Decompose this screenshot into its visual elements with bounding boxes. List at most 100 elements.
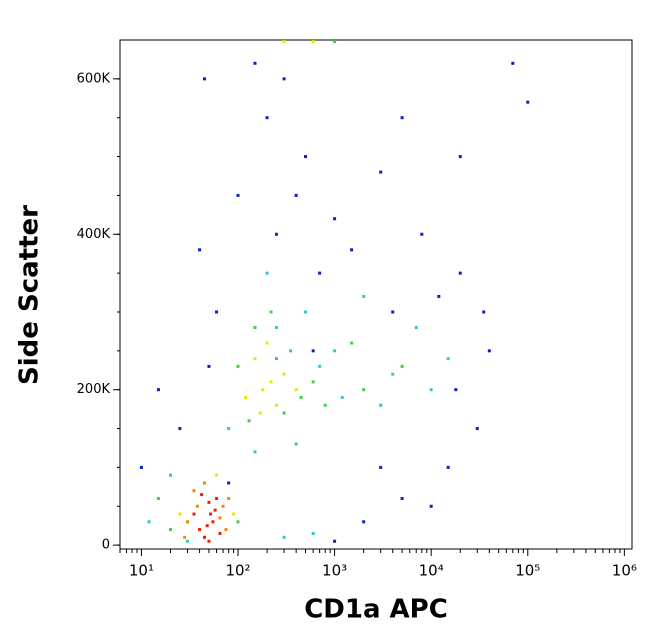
point	[253, 450, 257, 454]
point	[178, 427, 182, 431]
point	[207, 364, 211, 368]
point	[227, 427, 231, 431]
x-axis-title: CD1a APC	[304, 595, 448, 625]
point	[304, 310, 308, 314]
point	[195, 504, 199, 508]
point	[247, 419, 251, 423]
point	[458, 271, 462, 275]
point	[454, 388, 458, 392]
point	[311, 531, 315, 535]
point	[215, 310, 219, 314]
point	[318, 364, 322, 368]
point	[420, 232, 424, 236]
point	[253, 61, 257, 65]
point	[304, 155, 308, 159]
point	[379, 170, 383, 174]
point	[192, 512, 196, 516]
point	[282, 40, 286, 44]
point	[282, 535, 286, 539]
point	[446, 357, 450, 361]
point	[400, 116, 404, 120]
point	[236, 520, 240, 524]
point	[318, 271, 322, 275]
point	[192, 489, 196, 493]
point	[209, 512, 213, 516]
point	[333, 217, 337, 221]
point	[333, 40, 337, 44]
point	[215, 473, 219, 477]
point	[274, 232, 278, 236]
point	[340, 395, 344, 399]
point	[269, 380, 273, 384]
point	[156, 496, 160, 500]
point	[350, 341, 354, 345]
point	[265, 116, 269, 120]
y-tick-label: 600K	[77, 71, 111, 86]
point	[213, 508, 217, 512]
point	[203, 535, 207, 539]
point	[178, 512, 182, 516]
point	[526, 100, 530, 104]
point	[169, 473, 173, 477]
point	[487, 349, 491, 353]
x-tick-label: 10⁵	[515, 562, 540, 580]
point	[311, 380, 315, 384]
point	[244, 395, 248, 399]
point	[253, 357, 257, 361]
x-tick-label: 10⁶	[612, 562, 637, 580]
point	[227, 481, 231, 485]
point	[198, 248, 202, 252]
point	[207, 539, 211, 543]
point	[429, 388, 433, 392]
point	[265, 341, 269, 345]
point	[350, 248, 354, 252]
point	[294, 388, 298, 392]
point	[289, 349, 293, 353]
point	[221, 504, 225, 508]
point	[362, 294, 366, 298]
point	[236, 364, 240, 368]
point	[232, 512, 236, 516]
point	[362, 520, 366, 524]
y-axis-title: Side Scatter	[15, 205, 45, 385]
point	[139, 465, 143, 469]
point	[333, 349, 337, 353]
point	[200, 493, 204, 497]
point	[218, 516, 222, 520]
point	[215, 496, 219, 500]
point	[211, 520, 215, 524]
point	[391, 372, 395, 376]
point	[198, 528, 202, 532]
point	[218, 531, 222, 535]
point	[205, 524, 209, 528]
point	[379, 403, 383, 407]
point	[203, 77, 207, 81]
point	[391, 310, 395, 314]
point	[362, 388, 366, 392]
point	[437, 294, 441, 298]
point	[379, 465, 383, 469]
point	[274, 403, 278, 407]
point	[333, 539, 337, 543]
point	[147, 520, 151, 524]
point	[261, 388, 265, 392]
point	[224, 528, 228, 532]
y-tick-label: 400K	[77, 227, 111, 242]
point	[186, 539, 190, 543]
point	[282, 411, 286, 415]
point	[429, 504, 433, 508]
x-tick-label: 10⁴	[419, 562, 444, 580]
point	[475, 427, 479, 431]
point	[207, 500, 211, 504]
point	[282, 77, 286, 81]
y-tick-label: 200K	[77, 382, 111, 397]
point	[274, 326, 278, 330]
point	[203, 481, 207, 485]
point	[511, 61, 515, 65]
point	[311, 40, 315, 44]
point	[269, 310, 273, 314]
point	[186, 520, 190, 524]
point	[299, 395, 303, 399]
plot-frame	[119, 39, 633, 550]
